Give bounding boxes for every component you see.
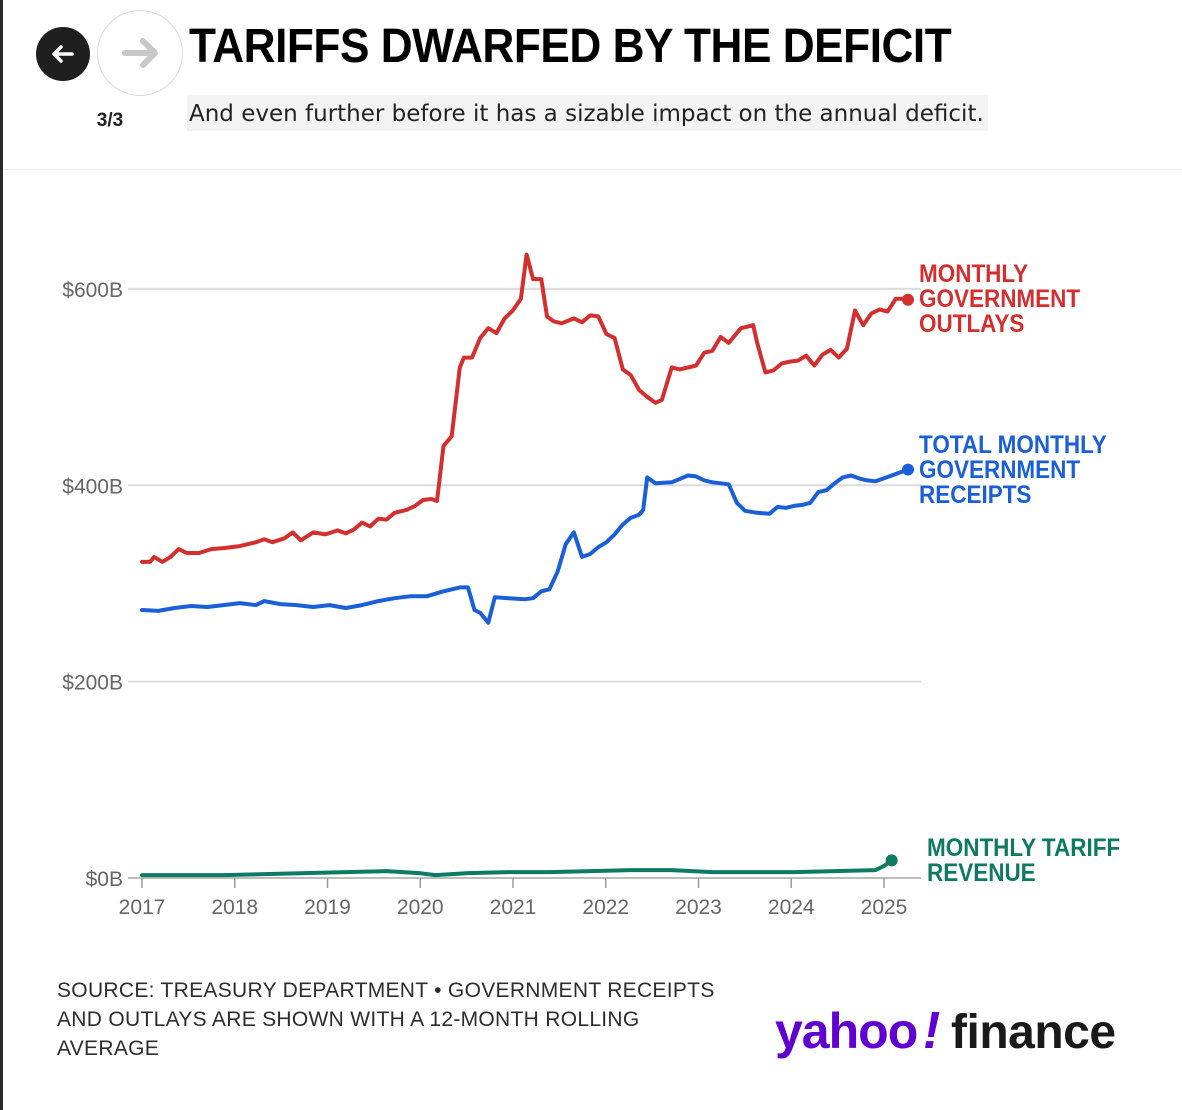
series-label-2-line-1: REVENUE: [927, 859, 1036, 887]
grid-layer: [128, 287, 921, 879]
series-label-0-line-1: GOVERNMENT: [919, 285, 1081, 313]
series-label-1-line-0: TOTAL MONTHLY: [919, 431, 1107, 459]
source-line-1: SOURCE: TREASURY DEPARTMENT • GOVERNMENT…: [57, 979, 715, 1002]
series-line-2: [140, 858, 894, 878]
series-endpoint-0: [902, 293, 914, 306]
series-label-0-line-0: MONTHLY: [919, 260, 1028, 288]
logo-yahoo: yahoo: [775, 1003, 917, 1059]
x-tick-label: 2020: [397, 896, 444, 919]
arrow-right-icon: [122, 38, 158, 68]
page-subtitle: And even further before it has a sizable…: [187, 95, 988, 131]
header: 3/3 TARIFFS DWARFED BY THE DEFICIT And e…: [3, 0, 1182, 170]
series-line-0: [140, 252, 910, 564]
series-layer: [140, 252, 914, 878]
x-tick-label: 2024: [768, 896, 815, 919]
y-tick-label: $600B: [62, 279, 123, 302]
x-axis: 2017 2018 2019 2020 2021 2022 2023 2024 2025: [119, 878, 908, 919]
arrow-left-icon: [52, 45, 74, 63]
series-label-0-line-2: OUTLAYS: [919, 310, 1024, 338]
x-tick-label: 2021: [490, 896, 537, 919]
x-tick-label: 2017: [119, 896, 166, 919]
source-line-3: AVERAGE: [57, 1037, 160, 1060]
y-tick-label: $400B: [62, 475, 123, 498]
yahoo-finance-logo: yahoo ! finance: [775, 1002, 1116, 1060]
x-tick-label: 2022: [582, 896, 629, 919]
series-label-1-line-1: GOVERNMENT: [919, 456, 1081, 484]
logo-mark: !: [923, 1002, 940, 1060]
y-axis: $0B $200B $400B $600B: [62, 279, 123, 891]
series-label-2-line-0: MONTHLY TARIFF: [927, 834, 1120, 862]
logo-finance: finance: [951, 1006, 1116, 1059]
slide-counter: 3/3: [96, 110, 124, 131]
x-tick-label: 2018: [211, 896, 258, 919]
series-line-1: [140, 467, 910, 625]
series-endpoint-1: [902, 463, 914, 476]
x-tick-label: 2019: [304, 896, 351, 919]
series-label-1-line-2: RECEIPTS: [919, 481, 1031, 509]
x-tick-label: 2025: [861, 896, 908, 919]
source-note: SOURCE: TREASURY DEPARTMENT • GOVERNMENT…: [57, 976, 737, 1063]
previous-button[interactable]: [36, 27, 90, 81]
y-tick-label: $200B: [62, 672, 123, 695]
x-tick-label: 2023: [675, 896, 722, 919]
chart-svg: $0B$200B$400B$600B 2017 2018 2019 2020 2021 2…: [62, 252, 1120, 919]
source-line-2: AND OUTLAYS ARE SHOWN WITH A 12-MONTH RO…: [57, 1008, 640, 1031]
line-chart: $0B $200B $400B $600B 2017 2018 2019 2020 2021 2…: [3, 170, 1182, 950]
page-title: TARIFFS DWARFED BY THE DEFICIT: [189, 20, 952, 73]
y-tick-label: $0B: [86, 868, 123, 891]
next-button[interactable]: [97, 10, 183, 96]
series-endpoint-2: [885, 854, 898, 867]
